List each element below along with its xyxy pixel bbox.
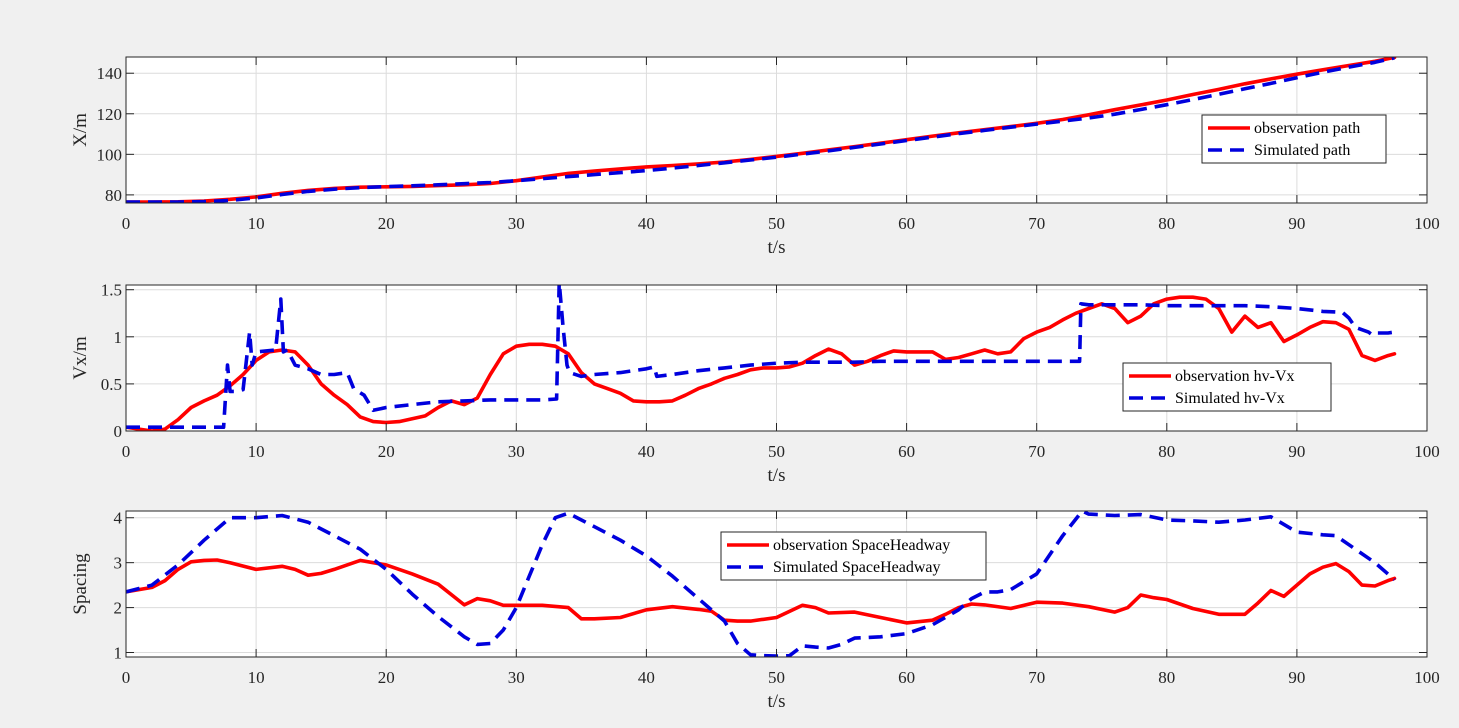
x-axis-label: t/s: [768, 465, 786, 486]
y-tick-label: 1: [114, 644, 123, 663]
y-tick-label: 0.5: [101, 375, 122, 394]
x-tick-label: 100: [1414, 214, 1440, 233]
x-tick-label: 70: [1028, 668, 1045, 687]
chart-panel-velocity: 0 10 20 30 40 50 60 70 80 90 100 0 0.5 1 1.5 t/s Vx/m obs…: [70, 281, 1440, 486]
y-tick-label: 4: [114, 509, 123, 528]
x-tick-label: 0: [122, 214, 131, 233]
series-line-observation: [126, 558, 1397, 625]
x-tick-label: 0: [122, 668, 131, 687]
series-line-simulated: [126, 285, 1395, 429]
x-axis-label: t/s: [768, 237, 786, 258]
chart-panel-position: 0 10 20 30 40 50 60 70 80 90 100 80 100 120 140 t/s X/m o…: [70, 56, 1440, 258]
x-tick-label: 90: [1288, 214, 1305, 233]
legend-label: Simulated path: [1254, 142, 1350, 159]
legend-label: observation SpaceHeadway: [773, 537, 950, 554]
y-tick-label: 1.5: [101, 281, 122, 300]
x-axis-label: t/s: [768, 691, 786, 712]
y-tick-label: 1: [114, 328, 123, 347]
y-axis-label: Vx/m: [70, 336, 91, 380]
x-tick-label: 50: [768, 442, 785, 461]
y-tick-label: 0: [114, 422, 123, 441]
x-tick-label: 20: [378, 442, 395, 461]
y-tick-label: 100: [97, 145, 123, 164]
legend: observation SpaceHeadway Simulated SpaceH…: [720, 531, 987, 581]
x-tick-label: 10: [248, 214, 265, 233]
x-tick-label: 10: [248, 442, 265, 461]
legend-box: [1122, 362, 1332, 412]
x-tick-label: 30: [508, 214, 525, 233]
legend-label: observation hv-Vx: [1175, 368, 1295, 385]
x-tick-label: 40: [638, 668, 655, 687]
x-tick-label: 100: [1414, 668, 1440, 687]
legend: observation hv-Vx Simulated hv-Vx: [1122, 362, 1332, 412]
x-tick-label: 90: [1288, 668, 1305, 687]
x-tick-label: 80: [1158, 214, 1175, 233]
x-tick-label: 60: [898, 668, 915, 687]
x-tick-label: 50: [768, 214, 785, 233]
x-tick-label: 90: [1288, 442, 1305, 461]
y-axis-label: Spacing: [70, 553, 91, 615]
y-axis-label: X/m: [70, 113, 91, 147]
legend-box: [720, 531, 987, 581]
legend-label: Simulated SpaceHeadway: [773, 559, 941, 576]
y-tick-label: 120: [97, 105, 123, 124]
series-line-simulated: [126, 57, 1395, 203]
legend-label: Simulated hv-Vx: [1175, 390, 1285, 407]
legend-label: observation path: [1254, 120, 1360, 137]
y-tick-label: 2: [114, 599, 123, 618]
x-tick-label: 60: [898, 442, 915, 461]
x-tick-label: 10: [248, 668, 265, 687]
y-tick-label: 140: [97, 64, 123, 83]
x-tick-label: 50: [768, 668, 785, 687]
x-tick-label: 30: [508, 668, 525, 687]
x-tick-label: 100: [1414, 442, 1440, 461]
series-line-observation: [126, 295, 1397, 431]
x-tick-label: 80: [1158, 442, 1175, 461]
chart-panel-spacing: 0 10 20 30 40 50 60 70 80 90 100 1 2 3 4 t/s Spacing obse…: [70, 509, 1440, 712]
x-tick-label: 0: [122, 442, 131, 461]
x-tick-label: 70: [1028, 442, 1045, 461]
x-tick-label: 30: [508, 442, 525, 461]
y-tick-label: 80: [105, 186, 122, 205]
legend: observation path Simulated path: [1201, 114, 1387, 164]
x-tick-label: 60: [898, 214, 915, 233]
x-tick-label: 70: [1028, 214, 1045, 233]
legend-box: [1201, 114, 1387, 164]
x-tick-label: 20: [378, 668, 395, 687]
x-tick-label: 40: [638, 214, 655, 233]
x-tick-label: 80: [1158, 668, 1175, 687]
x-tick-label: 40: [638, 442, 655, 461]
y-tick-label: 3: [114, 554, 123, 573]
x-tick-label: 20: [378, 214, 395, 233]
